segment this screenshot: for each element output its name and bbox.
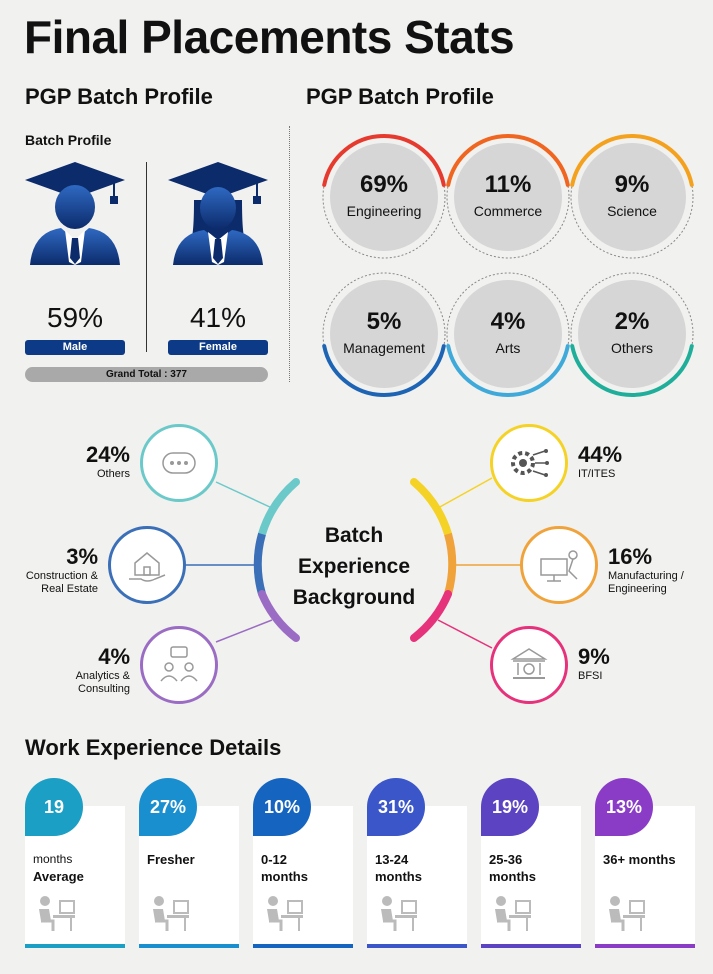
stream-ring-commerce: [446, 134, 570, 259]
dots-icon: [159, 443, 199, 483]
experience-circle-right-0: [490, 424, 568, 502]
work-card-3: 31% 13-24 months: [367, 778, 467, 948]
stream-circle-commerce: 11% Commerce: [454, 143, 562, 251]
experience-label-left-1: 3% Construction & Real Estate: [25, 544, 98, 595]
bank-icon: [509, 645, 549, 685]
work-card-label: 36+ months: [603, 852, 676, 867]
stream-circle-science: 9% Science: [578, 143, 686, 251]
stream-circle-others: 2% Others: [578, 280, 686, 388]
stream-ring-management: [322, 272, 446, 397]
work-card-1: 27% Fresher: [139, 778, 239, 948]
desk-worker-icon: [375, 893, 419, 938]
work-card-label: 0-12 months: [261, 852, 308, 884]
gear-circuit-icon: [507, 443, 551, 483]
people-chat-icon: [157, 645, 201, 685]
section-divider: [289, 126, 290, 382]
work-card-value: 19: [25, 778, 83, 836]
work-card-5: 13% 36+ months: [595, 778, 695, 948]
work-card-value: 31%: [367, 778, 425, 836]
desk-worker-icon: [603, 893, 647, 938]
male-percentage: 59%: [46, 302, 104, 333]
work-card-label: months Average: [33, 852, 84, 884]
desk-worker-icon: [147, 893, 191, 938]
work-card-value: 10%: [253, 778, 311, 836]
work-card-label: 25-36 months: [489, 852, 536, 884]
stream-pct: 4%: [490, 308, 526, 335]
stream-ring-arts: [446, 272, 570, 397]
experience-circle-right-2: [490, 626, 568, 704]
experience-circle-left-2: [140, 626, 218, 704]
batch-profile-heading-left: PGP Batch Profile: [25, 84, 213, 109]
female-graduate-icon: [168, 162, 268, 265]
experience-label-left-2: 4% Analytics & Consulting: [75, 644, 130, 695]
experience-circle-left-0: [140, 424, 218, 502]
stream-ring-others: [570, 272, 694, 397]
stream-pct: 11%: [484, 171, 532, 198]
stream-ring-engineering: [322, 134, 446, 259]
work-card-2: 10% 0-12 months: [253, 778, 353, 948]
work-card-4: 19% 25-36 months: [481, 778, 581, 948]
desk-worker-icon: [33, 893, 77, 938]
stream-label: Arts: [495, 340, 521, 356]
desk-worker-icon: [489, 893, 533, 938]
work-card-bar: [481, 944, 581, 948]
experience-label-right-0: 44% IT/ITES: [578, 442, 623, 480]
work-card-bar: [253, 944, 353, 948]
work-card-label: 13-24 months: [375, 852, 422, 884]
experience-label-right-2: 9% BFSI: [578, 644, 610, 682]
female-percentage: 41%: [189, 302, 247, 333]
experience-label-left-0: 24% Others: [85, 442, 130, 480]
male-graduate-icon: [25, 162, 125, 265]
female-label: Female: [168, 340, 268, 355]
house-hand-icon: [125, 545, 169, 585]
stream-label: Commerce: [473, 203, 543, 219]
stream-pct: 69%: [359, 171, 409, 198]
work-card-0: 19 months Average: [25, 778, 125, 948]
stream-circle-engineering: 69% Engineering: [330, 143, 438, 251]
work-card-bar: [139, 944, 239, 948]
work-card-bar: [595, 944, 695, 948]
stream-pct: 2%: [614, 308, 650, 335]
stream-circle-arts: 4% Arts: [454, 280, 562, 388]
stream-label: Others: [610, 340, 653, 356]
stream-pct: 9%: [614, 171, 650, 198]
stream-label: Management: [343, 340, 425, 356]
stream-label: Engineering: [346, 203, 422, 219]
desk-worker-icon: [261, 893, 305, 938]
experience-circle-right-1: [520, 526, 598, 604]
grand-total: Grand Total : 377: [25, 367, 268, 382]
stream-label: Science: [607, 203, 657, 219]
work-card-bar: [367, 944, 467, 948]
experience-connectors: [184, 477, 520, 649]
page-title: Final Placements Stats: [24, 11, 515, 63]
factory-robot-icon: [537, 545, 581, 585]
male-label: Male: [25, 340, 125, 355]
work-card-value: 19%: [481, 778, 539, 836]
experience-circle-left-1: [108, 526, 186, 604]
work-card-value: 27%: [139, 778, 197, 836]
stream-pct: 5%: [366, 308, 402, 335]
stream-circle-management: 5% Management: [330, 280, 438, 388]
work-card-value: 13%: [595, 778, 653, 836]
stream-ring-science: [570, 134, 694, 259]
work-card-bar: [25, 944, 125, 948]
work-experience-heading: Work Experience Details: [25, 735, 282, 760]
experience-label-right-1: 16% Manufacturing / Engineering: [608, 544, 684, 595]
experience-center-label: Batch Experience Background: [292, 524, 416, 609]
gender-divider: [146, 162, 147, 352]
batch-profile-heading-right: PGP Batch Profile: [306, 84, 494, 109]
batch-profile-label: Batch Profile: [25, 132, 112, 148]
work-card-label: Fresher: [147, 852, 195, 867]
